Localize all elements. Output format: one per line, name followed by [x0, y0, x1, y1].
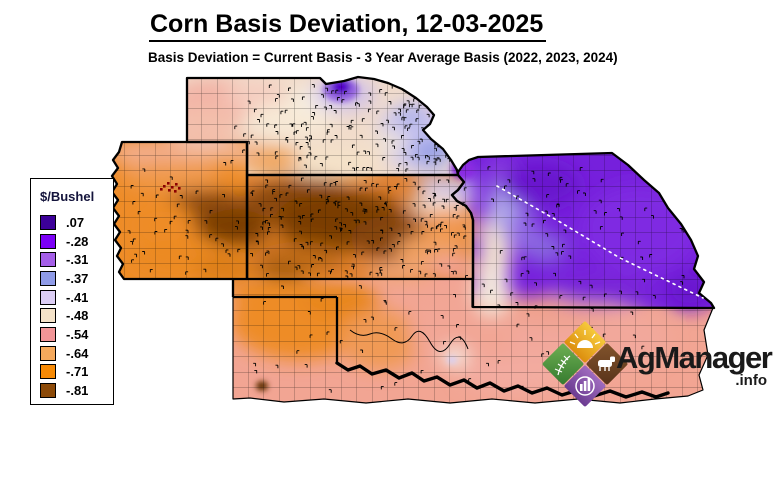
legend-label: -.48 — [66, 308, 89, 324]
legend-swatch — [40, 214, 56, 230]
panhandle-borders — [231, 279, 339, 363]
legend-swatch — [40, 326, 56, 342]
legend-label: -.31 — [66, 252, 89, 268]
sun-diamond-icon — [564, 321, 606, 363]
legend-row: .07 — [40, 213, 113, 232]
red-marker-cluster — [160, 182, 181, 193]
legend: $/Bushel .07 -.28 -.31 -.37 -.41 -.48 -.54 -.64… — [30, 178, 114, 405]
cimarron-river-line — [349, 329, 469, 352]
chart-diamond-icon — [564, 365, 606, 407]
legend-row: -.48 — [40, 306, 113, 325]
legend-label: -.41 — [66, 289, 89, 305]
legend-swatch — [40, 270, 56, 286]
legend-title: $/Bushel — [40, 189, 95, 204]
legend-swatch — [40, 233, 56, 249]
legend-swatch — [40, 308, 56, 324]
legend-label: -.37 — [66, 270, 89, 286]
legend-label: .07 — [66, 214, 85, 230]
agmanager-wordmark: AgManager — [616, 340, 773, 375]
legend-swatch — [40, 364, 56, 380]
state-borders — [110, 75, 716, 404]
agmanager-logo: AgManager .info — [536, 320, 779, 410]
legend-label: -.64 — [66, 345, 89, 361]
legend-label: -.71 — [66, 364, 89, 380]
legend-row: -.81 — [40, 381, 113, 400]
agmanager-info-suffix: .info — [735, 372, 767, 389]
page-title: Corn Basis Deviation, 12-03-2025 — [149, 10, 547, 42]
red-river-line — [335, 361, 670, 399]
legend-row: -.71 — [40, 363, 113, 382]
legend-row: -.31 — [40, 250, 113, 269]
legend-swatch — [40, 383, 56, 399]
legend-label: -.81 — [66, 383, 89, 399]
legend-row: -.28 — [40, 232, 113, 251]
legend-row: -.37 — [40, 269, 113, 288]
page-subtitle: Basis Deviation = Current Basis - 3 Year… — [148, 50, 618, 65]
agmanager-logo-diamonds — [542, 321, 628, 407]
legend-rows: .07 -.28 -.31 -.37 -.41 -.48 -.54 -.64 -.71 -.81 — [40, 213, 113, 400]
missouri-dotted-route — [496, 185, 704, 299]
legend-row: -.41 — [40, 288, 113, 307]
legend-swatch — [40, 345, 56, 361]
legend-label: -.28 — [66, 233, 89, 249]
legend-swatch — [40, 289, 56, 305]
cattle-diamond-icon — [586, 343, 628, 385]
legend-label: -.54 — [66, 326, 89, 342]
legend-row: -.64 — [40, 344, 113, 363]
wheat-diamond-icon — [542, 343, 584, 385]
legend-swatch — [40, 252, 56, 268]
legend-row: -.54 — [40, 325, 113, 344]
